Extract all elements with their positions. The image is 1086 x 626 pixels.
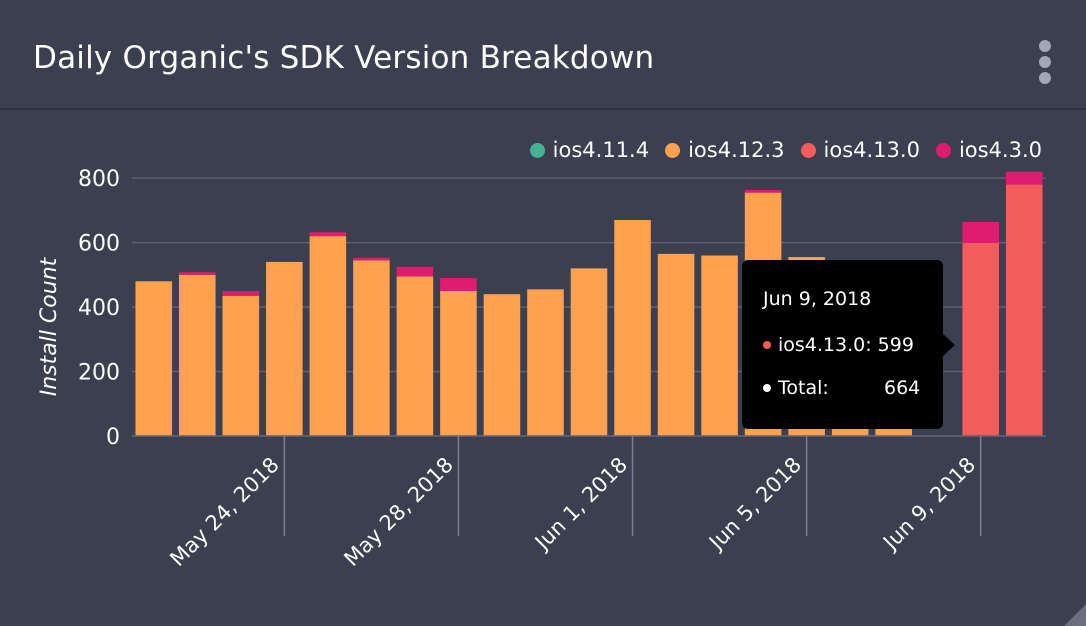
bar-segment[interactable]	[266, 261, 303, 436]
bar-segment[interactable]	[309, 232, 347, 237]
tooltip-series-dot	[763, 341, 771, 349]
bar-segment[interactable]	[396, 266, 434, 277]
bar-segment[interactable]	[570, 268, 608, 436]
tooltip-series-value: 599	[877, 334, 914, 356]
legend-label: ios4.12.3	[688, 138, 785, 162]
y-tick-label: 0	[106, 425, 120, 450]
bar-segment[interactable]	[222, 295, 260, 436]
bar-segment[interactable]	[614, 220, 651, 436]
x-tick-label: Jun 5, 2018	[703, 453, 806, 556]
vertical-ellipsis-icon[interactable]	[1034, 38, 1056, 86]
legend-item[interactable]: ios4.3.0	[935, 138, 1042, 162]
tooltip-series-row: ios4.13.0: 599	[763, 334, 914, 356]
x-tick-label: May 28, 2018	[339, 453, 458, 572]
legend-item[interactable]: ios4.11.4	[529, 138, 650, 162]
bar-segment[interactable]	[353, 257, 390, 261]
legend-item[interactable]: ios4.13.0	[800, 138, 920, 162]
widget-title: Daily Organic's SDK Version Breakdown	[33, 40, 655, 76]
bar-segment[interactable]	[483, 294, 521, 436]
resize-handle[interactable]	[1064, 604, 1086, 626]
legend-swatch	[529, 142, 545, 158]
bar-segment[interactable]	[657, 253, 695, 436]
tooltip-total-dot	[763, 384, 771, 392]
bar-segment[interactable]	[440, 290, 477, 436]
legend-swatch	[935, 142, 951, 158]
widget-header: Daily Organic's SDK Version Breakdown	[0, 0, 1086, 110]
tooltip-total-row: Total:	[763, 377, 829, 399]
tooltip-total-value: 664	[884, 377, 921, 399]
bar-segment[interactable]	[701, 255, 738, 436]
legend-label: ios4.3.0	[958, 138, 1042, 162]
bar-segment[interactable]	[962, 221, 999, 243]
x-tick-label: May 24, 2018	[165, 453, 284, 572]
chart-tooltip: Jun 9, 2018 ios4.13.0: 599 Total: 664	[742, 260, 955, 429]
bar-segment[interactable]	[309, 236, 347, 436]
legend-label: ios4.11.4	[552, 138, 650, 162]
legend-swatch	[800, 142, 816, 158]
x-tick-label: Jun 1, 2018	[529, 453, 632, 556]
bar-segment[interactable]	[962, 242, 999, 436]
tooltip-total-label: Total:	[778, 377, 829, 399]
chart-legend: ios4.11.4 ios4.12.3 ios4.13.0 ios4.3.0	[529, 138, 1042, 162]
legend-swatch	[665, 142, 681, 158]
legend-label: ios4.13.0	[823, 138, 920, 162]
y-tick-label: 400	[78, 296, 120, 321]
x-tick-label: Jun 9, 2018	[877, 453, 980, 556]
bar-segment[interactable]	[744, 190, 782, 193]
bar-segment[interactable]	[179, 274, 216, 436]
legend-item[interactable]: ios4.12.3	[665, 138, 785, 162]
bar-segment[interactable]	[222, 290, 260, 296]
bar-segment[interactable]	[353, 260, 390, 436]
y-axis-label: Install Count	[37, 256, 62, 396]
bar-segment[interactable]	[1005, 171, 1043, 185]
y-tick-label: 600	[78, 232, 120, 257]
y-tick-label: 200	[78, 361, 120, 386]
bar-segment[interactable]	[440, 278, 477, 291]
bar-segment[interactable]	[527, 289, 564, 436]
bar-segment[interactable]	[135, 281, 173, 436]
tooltip-date: Jun 9, 2018	[763, 288, 872, 310]
y-tick-label: 800	[78, 167, 120, 192]
bar-segment[interactable]	[179, 272, 216, 275]
bar-segment[interactable]	[1005, 184, 1043, 436]
bar-segment[interactable]	[396, 276, 434, 436]
tooltip-series-label: ios4.13.0:	[778, 334, 872, 356]
